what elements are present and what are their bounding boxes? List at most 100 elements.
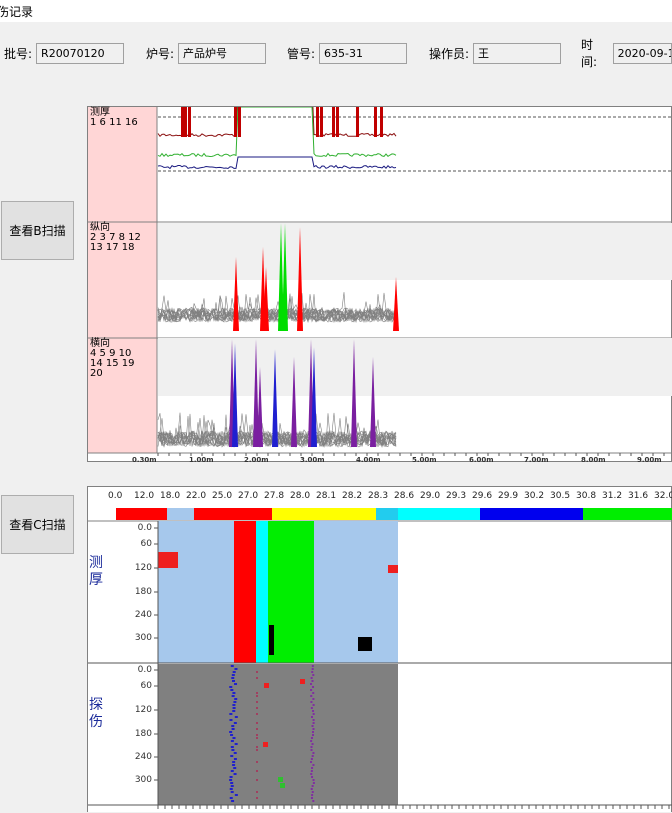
flaw-indication xyxy=(232,707,236,709)
thickness-band-red xyxy=(234,521,256,663)
operator-field-group: 操作员: 王 xyxy=(429,42,562,64)
flaw-indication xyxy=(256,779,258,781)
flaw-indication xyxy=(312,782,315,784)
flaw-indication xyxy=(311,668,314,670)
flaw-indication xyxy=(230,746,234,748)
legend-value: 25.0 xyxy=(212,491,233,501)
flaw-indication xyxy=(256,734,258,736)
x-tick-label: 0.30m xyxy=(132,456,157,464)
legend-value: 29.6 xyxy=(472,491,493,501)
flaw-indication xyxy=(256,737,258,739)
flaw-indication xyxy=(229,719,233,721)
flaw-indication xyxy=(263,742,268,747)
flaw-indication xyxy=(234,743,238,745)
longitudinal-peak xyxy=(282,223,288,331)
legend-value: 18.0 xyxy=(160,491,181,501)
legend-value: 12.0 xyxy=(134,491,155,501)
longitudinal-peak xyxy=(393,277,399,331)
flaw-indication xyxy=(256,749,258,751)
longitudinal-noise xyxy=(157,294,397,323)
thickness-trace-green xyxy=(157,107,397,158)
flaw-indication xyxy=(311,785,314,787)
x-tick-label: 8.00m xyxy=(581,456,606,464)
thickness-trace-red xyxy=(157,107,397,138)
flaw-indication xyxy=(231,800,235,802)
flaw-indication xyxy=(229,779,233,781)
operator-label: 操作员: xyxy=(429,46,470,61)
legend-value: 28.3 xyxy=(368,491,389,501)
flaw-indication xyxy=(312,800,315,802)
legend-value: 30.8 xyxy=(576,491,597,501)
flaw-indication xyxy=(310,770,313,772)
flaw-indication xyxy=(229,686,233,688)
flaw-indication xyxy=(256,722,258,724)
pipe-field-group: 管号: 635-31 xyxy=(287,42,408,64)
flaw-indication xyxy=(312,752,315,754)
channel-label-thickness: 测厚 1 6 11 16 xyxy=(90,108,138,128)
view-bscan-button[interactable]: 查看B扫描 xyxy=(1,201,74,260)
legend-color-segment xyxy=(116,508,167,520)
thickness-spike xyxy=(332,107,335,137)
batch-input[interactable]: R20070120 xyxy=(36,42,125,64)
flaw-indication xyxy=(256,707,258,709)
pipe-input[interactable]: 635-31 xyxy=(319,42,408,64)
flaw-indication xyxy=(233,722,237,724)
operator-input[interactable]: 王 xyxy=(473,42,562,64)
longitudinal-noise xyxy=(157,293,397,323)
thickness-spike xyxy=(181,107,184,137)
time-label: 时间: xyxy=(581,38,598,69)
transverse-peak xyxy=(272,349,278,447)
window-title: 伤记录 xyxy=(0,5,34,19)
legend-value: 29.3 xyxy=(446,491,467,501)
flaw-indication xyxy=(256,797,258,799)
x-tick-label: 2.00m xyxy=(244,456,269,464)
flaw-indication xyxy=(310,737,313,739)
time-input[interactable]: 2020-09-1 xyxy=(612,42,672,64)
channel-label-transverse: 横向 4 5 9 10 14 15 19 20 xyxy=(90,339,135,379)
legend-value: 29.9 xyxy=(498,491,519,501)
flaw-indication xyxy=(230,755,234,757)
flaw-indication xyxy=(312,779,315,781)
thickness-trace-blue xyxy=(157,156,397,170)
furnace-field-group: 炉号: 产品炉号 xyxy=(146,42,267,64)
flaw-indication xyxy=(311,776,314,778)
flaw-indication xyxy=(233,701,237,703)
transverse-peak xyxy=(232,343,238,447)
channel-ids: 4 5 9 10 14 15 19 20 xyxy=(90,348,135,379)
transverse-peak xyxy=(253,339,259,447)
flaw-indication xyxy=(311,743,314,745)
thickness-spike xyxy=(238,107,241,137)
flaw-indication xyxy=(233,758,237,760)
x-tick-label: 3.00m xyxy=(300,456,325,464)
flaw-indication xyxy=(312,728,315,730)
legend-value: 32.0 xyxy=(654,491,672,501)
view-cscan-button[interactable]: 查看C扫描 xyxy=(1,495,74,554)
bscan-chart: 测厚 1 6 11 16 纵向 2 3 7 8 12 13 17 18 横向 4 5 … xyxy=(87,106,672,464)
flaw-indication xyxy=(232,710,236,712)
legend-color-segment xyxy=(583,508,672,520)
flaw-indication xyxy=(312,692,315,694)
flaw-indication xyxy=(256,701,258,703)
flaw-indication xyxy=(311,671,314,673)
legend-color-segment xyxy=(167,508,194,520)
pipe-label: 管号: xyxy=(287,46,316,61)
flaw-indication xyxy=(230,770,234,772)
flaw-indication xyxy=(230,740,234,742)
flaw-indication xyxy=(311,665,314,667)
longitudinal-peak xyxy=(297,227,303,331)
flaw-indication xyxy=(256,728,258,730)
legend-value: 31.2 xyxy=(602,491,623,501)
transverse-peak xyxy=(311,347,317,447)
cscan-chart: 0.0 12.0 18.0 22.0 25.0 27.0 27.8 28.0 28.1 28.2 2… xyxy=(87,486,672,812)
furnace-input[interactable]: 产品炉号 xyxy=(178,42,267,64)
x-tick-label: 4.00m xyxy=(356,456,381,464)
flaw-indication xyxy=(310,689,313,691)
thickness-spike xyxy=(320,107,323,137)
y-tick-label: 60 xyxy=(140,539,152,549)
flaw-indication xyxy=(256,713,258,715)
thickness-spike xyxy=(184,107,187,137)
legend-value: 30.5 xyxy=(550,491,571,501)
y-tick-label: 300 xyxy=(134,633,152,643)
channel-label-longitudinal: 纵向 2 3 7 8 12 13 17 18 xyxy=(90,223,141,253)
time-field-group: 时间: 2020-09-1 xyxy=(581,38,672,69)
